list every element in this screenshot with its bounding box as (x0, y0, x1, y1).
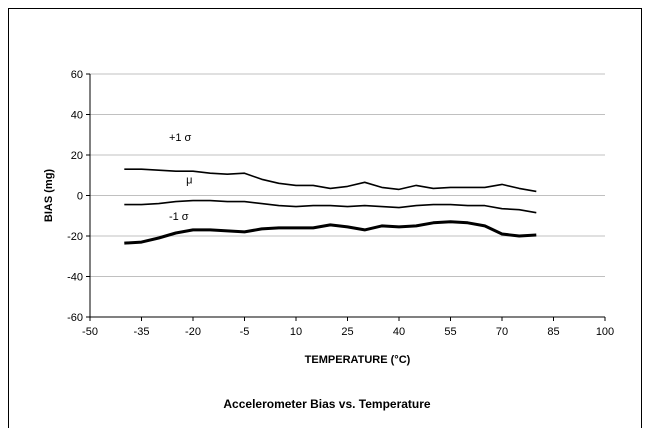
series-lines (124, 168, 537, 245)
x-tick-label: -20 (185, 326, 201, 338)
chart-title: Accelerometer Bias vs. Temperature (223, 397, 431, 411)
y-tick-label: 20 (71, 150, 83, 162)
y-tick-label: -20 (67, 231, 83, 243)
gridlines (90, 73, 605, 318)
series-annotation: -1 σ (169, 211, 189, 223)
y-axis-title: BIAS (mg) (43, 169, 55, 223)
x-tick-label: 40 (393, 326, 405, 338)
series-line-2 (124, 199, 537, 214)
x-tick-label: -35 (134, 326, 150, 338)
series-line-3 (124, 220, 537, 245)
x-axis-title: TEMPERATURE (°C) (305, 354, 411, 366)
series-annotations: +1 σ μ -1 σ (169, 132, 193, 223)
y-tick-label: -60 (67, 312, 83, 324)
series-annotation: +1 σ (169, 132, 192, 144)
tick-labels: -60 -40 -20 0 20 40 60 -50 -35 -20 -5 10 25 40 55 70 85 1… (67, 69, 614, 338)
axes (86, 73, 606, 321)
x-tick-label: 10 (290, 326, 302, 338)
x-tick-label: 55 (444, 326, 456, 338)
y-tick-label: 0 (77, 191, 83, 203)
x-tick-label: 85 (547, 326, 559, 338)
x-tick-label: 25 (341, 326, 353, 338)
x-tick-label: 100 (596, 326, 614, 338)
x-tick-label: -5 (240, 326, 250, 338)
series-line-1 (124, 168, 537, 193)
x-tick-label: -50 (82, 326, 98, 338)
chart-frame (8, 8, 642, 428)
y-tick-label: 40 (71, 110, 83, 122)
series-annotation: μ (186, 174, 192, 186)
y-tick-label: -40 (67, 272, 83, 284)
y-tick-label: 60 (71, 69, 83, 81)
x-tick-label: 70 (496, 326, 508, 338)
